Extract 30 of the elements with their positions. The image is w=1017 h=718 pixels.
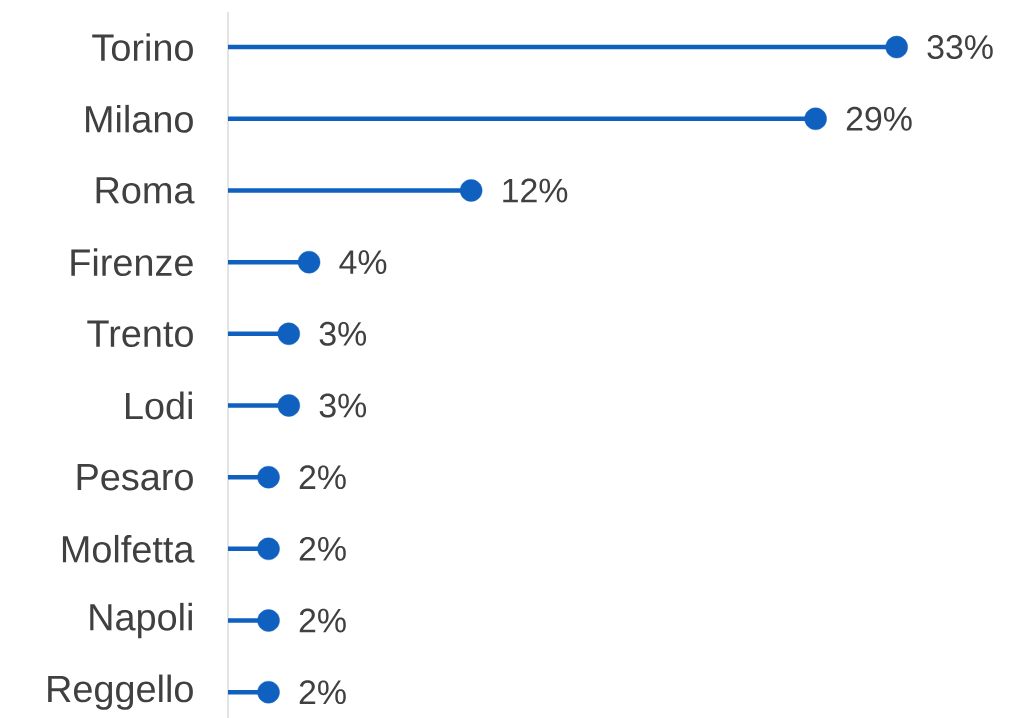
point	[277, 322, 300, 346]
data-label: 2%	[299, 608, 346, 633]
data-label: 2%	[299, 680, 346, 705]
y-tick-label: Napoli	[90, 602, 192, 639]
y-tick-label: Firenze	[71, 248, 193, 277]
point	[277, 394, 300, 417]
data-label: 3%	[319, 321, 367, 346]
data-label: 3%	[319, 393, 367, 418]
data-label: 12%	[503, 178, 568, 203]
y-tick-label: Milano	[86, 104, 193, 133]
point	[257, 465, 280, 489]
data-label: 4%	[339, 250, 387, 274]
point	[257, 609, 280, 632]
data-label: 33%	[927, 35, 993, 60]
y-tick-label: Molfetta	[62, 534, 195, 563]
point	[257, 537, 280, 561]
point	[257, 680, 280, 704]
y-tick-label: Torino	[92, 33, 193, 62]
point	[459, 179, 483, 202]
y-tick-label: Roma	[96, 177, 195, 204]
y-tick-label: Lodi	[126, 391, 192, 420]
y-tick-label: Reggello	[48, 674, 193, 710]
point	[885, 35, 908, 59]
y-tick-label: Trento	[87, 320, 193, 348]
y-tick-label: Pesaro	[77, 463, 193, 491]
data-label: 2%	[299, 465, 346, 490]
data-label: 2%	[299, 536, 346, 561]
point	[297, 250, 321, 274]
point	[804, 107, 827, 130]
data-label: 29%	[846, 106, 912, 131]
